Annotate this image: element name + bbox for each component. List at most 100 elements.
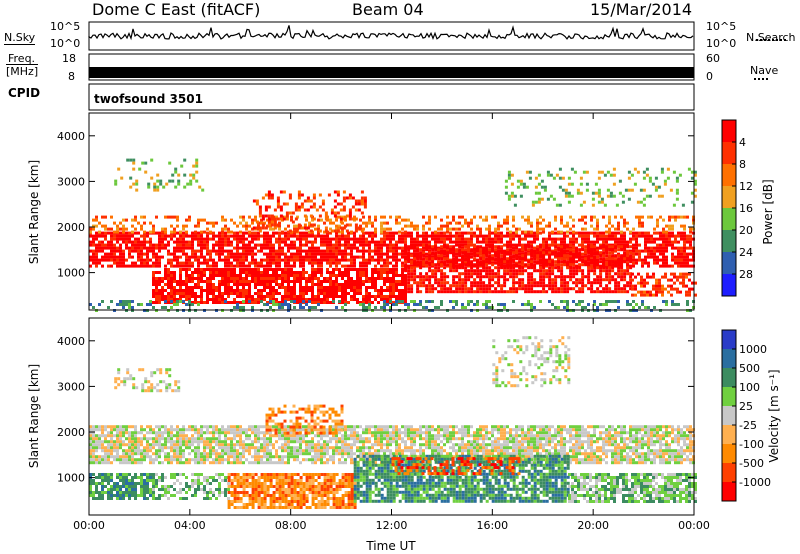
- data-cell: [248, 234, 251, 238]
- data-cell: [506, 248, 510, 252]
- data-cell: [614, 263, 618, 267]
- data-cell: [614, 237, 617, 241]
- data-cell: [542, 248, 546, 252]
- data-cell: [299, 234, 302, 238]
- data-cell: [311, 283, 314, 286]
- data-cell: [673, 287, 676, 291]
- data-cell: [584, 255, 587, 259]
- data-cell: [362, 234, 365, 238]
- data-cell: [422, 281, 426, 285]
- data-cell: [401, 274, 404, 277]
- data-cell: [443, 266, 447, 270]
- data-cell: [437, 234, 440, 238]
- data-cell: [575, 284, 579, 288]
- data-cell: [392, 286, 395, 289]
- data-cell: [320, 286, 323, 289]
- data-cell: [554, 251, 558, 255]
- data-cell: [129, 176, 133, 180]
- data-cell: [425, 243, 428, 247]
- data-cell: [683, 255, 686, 259]
- data-cell: [362, 258, 365, 262]
- data-cell: [230, 271, 233, 274]
- data-cell: [404, 281, 408, 285]
- data-cell: [678, 173, 682, 177]
- data-cell: [287, 306, 290, 309]
- data-cell: [212, 274, 215, 277]
- data-cell: [305, 249, 308, 253]
- data-cell: [173, 274, 176, 277]
- data-cell: [542, 237, 545, 241]
- data-cell: [92, 434, 95, 438]
- data-cell: [428, 218, 431, 222]
- data-cell: [476, 290, 480, 294]
- data-cell: [617, 237, 620, 241]
- data-cell: [449, 263, 453, 267]
- data-cell: [338, 261, 341, 265]
- data-cell: [443, 231, 446, 235]
- data-cell: [170, 224, 173, 228]
- data-cell: [311, 246, 314, 250]
- data-cell: [494, 234, 497, 238]
- data-cell: [185, 240, 188, 244]
- data-cell: [611, 251, 615, 255]
- data-cell: [113, 221, 116, 225]
- data-cell: [395, 249, 398, 253]
- data-cell: [152, 261, 155, 265]
- data-cell: [173, 289, 176, 292]
- data-cell: [356, 292, 359, 295]
- data-cell: [95, 437, 98, 441]
- data-cell: [296, 277, 299, 280]
- data-cell: [398, 283, 401, 286]
- data-cell: [467, 275, 471, 279]
- data-cell: [299, 280, 302, 283]
- data-cell: [293, 298, 296, 301]
- data-cell: [683, 258, 686, 262]
- data-cell: [117, 167, 121, 171]
- data-cell: [173, 292, 176, 295]
- data-cell: [266, 252, 269, 256]
- data-cell: [354, 229, 358, 233]
- data-cell: [320, 274, 323, 277]
- data-cell: [206, 280, 209, 283]
- data-cell: [551, 251, 555, 255]
- data-cell: [269, 227, 272, 231]
- data-cell: [671, 246, 674, 250]
- data-cell: [158, 301, 161, 304]
- data-cell: [665, 255, 668, 259]
- data-cell: [609, 194, 613, 198]
- data-cell: [629, 257, 633, 261]
- data-cell: [335, 255, 338, 259]
- data-cell: [626, 266, 630, 270]
- data-cell: [635, 249, 638, 253]
- data-cell: [494, 272, 498, 276]
- data-cell: [200, 252, 203, 256]
- data-cell: [152, 246, 155, 250]
- data-cell: [206, 289, 209, 292]
- data-cell: [539, 243, 542, 247]
- data-cell: [311, 271, 314, 274]
- data-cell: [272, 255, 275, 259]
- power-heatmap: [89, 158, 697, 312]
- data-cell: [158, 283, 161, 286]
- data-cell: [122, 452, 125, 456]
- data-cell: [548, 300, 551, 303]
- data-cell: [116, 224, 119, 228]
- data-cell: [245, 243, 248, 247]
- data-cell: [303, 199, 307, 203]
- data-cell: [671, 215, 674, 219]
- data-cell: [443, 287, 447, 291]
- data-cell: [182, 237, 185, 241]
- data-cell: [632, 300, 635, 303]
- data-cell: [312, 202, 316, 206]
- data-cell: [89, 425, 92, 429]
- data-cell: [575, 251, 579, 255]
- data-cell: [311, 261, 314, 265]
- data-cell: [302, 295, 305, 298]
- data-cell: [602, 248, 606, 252]
- data-cell: [95, 455, 98, 459]
- data-cell: [572, 252, 575, 256]
- data-cell: [270, 193, 274, 197]
- data-cell: [533, 254, 537, 258]
- data-cell: [101, 431, 104, 435]
- colorbar-segment: [722, 120, 736, 142]
